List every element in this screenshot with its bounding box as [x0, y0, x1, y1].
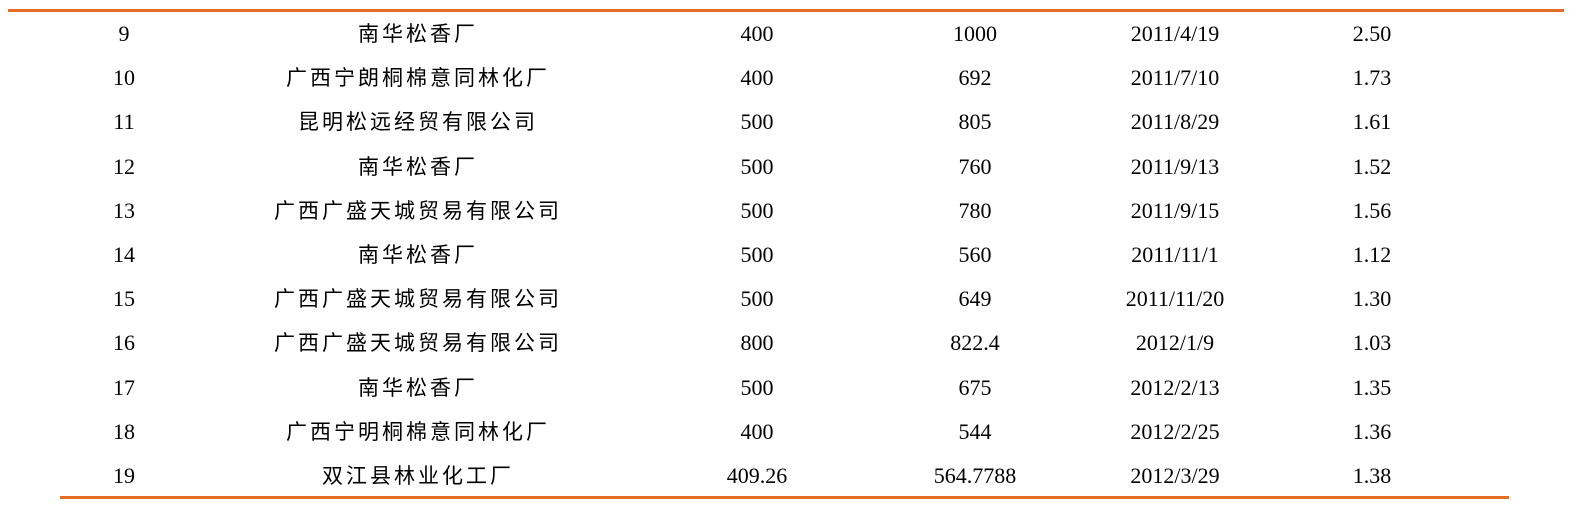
table-row: 19 双江县林业化工厂 409.26 564.7788 2012/3/29 1.38 — [0, 454, 1582, 498]
table-row: 17 南华松香厂 500 675 2012/2/13 1.35 — [0, 366, 1582, 410]
cell-ratio: 1.73 — [1352, 65, 1392, 91]
table-row: 13 广西广盛天城贸易有限公司 500 780 2011/9/15 1.56 — [0, 189, 1582, 233]
cell-number: 13 — [113, 197, 135, 223]
cell-ratio: 1.38 — [1352, 463, 1392, 488]
cell-value-b: 675 — [958, 374, 992, 400]
cell-value-a: 500 — [740, 242, 774, 267]
cell-number: 18 — [113, 418, 135, 444]
cell-value-b: 822.4 — [950, 330, 1000, 356]
cell-value-b: 544 — [958, 418, 992, 444]
cell-company: 广西广盛天城贸易有限公司 — [274, 198, 562, 223]
cell-ratio: 1.61 — [1352, 109, 1392, 135]
table-top-rule — [8, 9, 1564, 12]
cell-value-b: 692 — [958, 65, 992, 91]
cell-date: 2012/1/9 — [1135, 330, 1215, 356]
cell-number: 10 — [113, 65, 135, 91]
cell-company: 广西广盛天城贸易有限公司 — [274, 287, 562, 312]
cell-ratio: 1.35 — [1352, 374, 1392, 400]
cell-value-a: 500 — [740, 197, 774, 223]
table-row: 18 广西宁明桐棉意同林化厂 400 544 2012/2/25 1.36 — [0, 410, 1582, 454]
cell-company: 双江县林业化工厂 — [322, 464, 514, 488]
cell-value-a: 500 — [740, 374, 774, 400]
cell-ratio: 1.30 — [1352, 286, 1392, 312]
cell-value-b: 760 — [958, 153, 992, 179]
cell-date: 2011/9/13 — [1130, 153, 1220, 179]
cell-date: 2011/8/29 — [1130, 109, 1220, 135]
table-bottom-rule — [60, 496, 1509, 499]
cell-number: 16 — [113, 330, 135, 356]
cell-value-b: 1000 — [953, 21, 997, 46]
cell-company: 广西宁明桐棉意同林化厂 — [286, 419, 550, 444]
cell-ratio: 1.03 — [1352, 330, 1392, 356]
cell-number: 17 — [113, 374, 135, 400]
cell-company: 广西宁朗桐棉意同林化厂 — [286, 66, 550, 91]
cell-ratio: 1.56 — [1352, 197, 1392, 223]
cell-company: 南华松香厂 — [358, 22, 478, 46]
cell-ratio: 1.12 — [1352, 242, 1392, 267]
cell-value-b: 805 — [958, 109, 992, 135]
cell-number: 9 — [118, 21, 130, 46]
cell-company: 广西广盛天城贸易有限公司 — [274, 331, 562, 356]
cell-value-a: 400 — [740, 21, 774, 46]
table-row: 12 南华松香厂 500 760 2011/9/13 1.52 — [0, 145, 1582, 189]
table-row: 14 南华松香厂 500 560 2011/11/1 1.12 — [0, 233, 1582, 277]
cell-date: 2011/11/1 — [1131, 242, 1219, 267]
cell-date: 2011/7/10 — [1130, 65, 1220, 91]
cell-date: 2012/3/29 — [1130, 463, 1220, 488]
cell-value-b: 564.7788 — [933, 463, 1017, 488]
table-row: 10 广西宁朗桐棉意同林化厂 400 692 2011/7/10 1.73 — [0, 56, 1582, 100]
cell-number: 15 — [113, 286, 135, 312]
cell-number: 14 — [113, 242, 135, 267]
cell-value-a: 400 — [740, 65, 774, 91]
cell-number: 19 — [113, 463, 135, 488]
cell-date: 2012/2/25 — [1130, 418, 1220, 444]
cell-value-a: 800 — [740, 330, 774, 356]
table-row: 16 广西广盛天城贸易有限公司 800 822.4 2012/1/9 1.03 — [0, 321, 1582, 365]
cell-ratio: 1.36 — [1352, 418, 1392, 444]
cell-ratio: 1.52 — [1352, 153, 1392, 179]
cell-value-a: 500 — [740, 286, 774, 312]
cell-value-a: 400 — [740, 418, 774, 444]
cell-date: 2011/11/20 — [1125, 286, 1225, 312]
table-row: 15 广西广盛天城贸易有限公司 500 649 2011/11/20 1.30 — [0, 277, 1582, 321]
cell-company: 南华松香厂 — [358, 375, 478, 400]
cell-date: 2011/4/19 — [1130, 21, 1220, 46]
table-row: 9 南华松香厂 400 1000 2011/4/19 2.50 — [0, 12, 1582, 56]
cell-value-a: 500 — [740, 109, 774, 135]
cell-value-a: 409.26 — [726, 463, 788, 488]
cell-ratio: 2.50 — [1352, 21, 1392, 46]
cell-number: 12 — [113, 153, 135, 179]
cell-value-a: 500 — [740, 153, 774, 179]
cell-company: 南华松香厂 — [358, 154, 478, 179]
cell-value-b: 780 — [958, 197, 992, 223]
cell-company: 南华松香厂 — [358, 243, 478, 267]
cell-value-b: 649 — [958, 286, 992, 312]
cell-company: 昆明松远经贸有限公司 — [298, 110, 538, 135]
table-row: 11 昆明松远经贸有限公司 500 805 2011/8/29 1.61 — [0, 100, 1582, 144]
cell-date: 2011/9/15 — [1130, 197, 1220, 223]
cell-value-b: 560 — [958, 242, 992, 267]
cell-number: 11 — [113, 109, 135, 135]
cell-date: 2012/2/13 — [1130, 374, 1220, 400]
